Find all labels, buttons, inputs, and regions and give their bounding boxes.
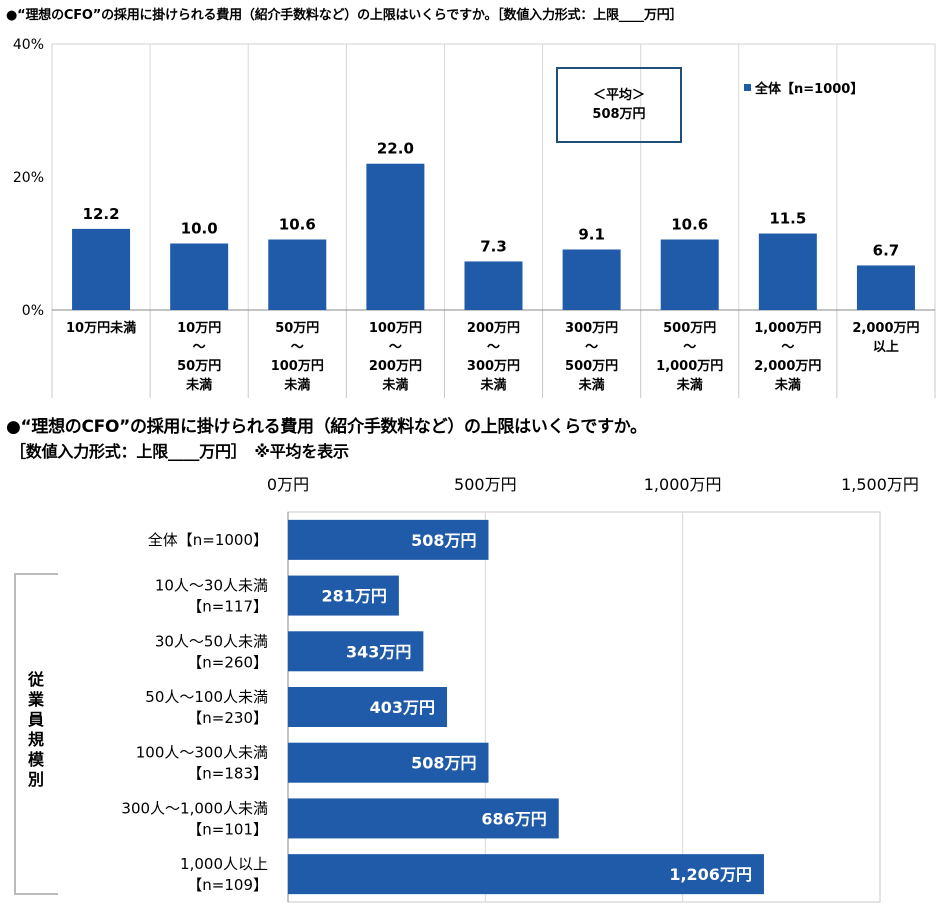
- category-label: 全体【n=1000】: [148, 531, 268, 549]
- category-label: 300人～1,000人未満: [121, 799, 268, 817]
- category-label: 10人～30人未満: [155, 577, 268, 595]
- hbar-value-label: 343万円: [346, 642, 411, 661]
- category-label: 1,000人以上: [180, 855, 268, 873]
- hbar-value-label: 686万円: [481, 809, 546, 828]
- group-label-char: 規: [24, 730, 48, 750]
- group-label: 従業員規模別: [24, 670, 48, 790]
- category-label: 【n=230】: [187, 709, 268, 727]
- hbar-value-label: 403万円: [370, 698, 435, 717]
- category-label: 【n=117】: [187, 598, 268, 616]
- group-label-char: 員: [24, 710, 48, 730]
- x-tick-label: 1,500万円: [841, 475, 919, 494]
- group-label-char: 従: [24, 670, 48, 690]
- category-label: 30人～50人未満: [155, 632, 268, 650]
- category-label: 【n=183】: [187, 765, 268, 783]
- group-label-char: 別: [24, 770, 48, 790]
- category-label: 【n=260】: [187, 653, 268, 671]
- x-tick-label: 500万円: [454, 475, 517, 494]
- x-tick-label: 1,000万円: [644, 475, 722, 494]
- group-label-char: 業: [24, 690, 48, 710]
- hbar-value-label: 1,206万円: [669, 865, 752, 884]
- hbar-value-label: 508万円: [411, 754, 476, 773]
- category-label: 100人～300人未満: [136, 744, 268, 762]
- x-tick-label: 0万円: [267, 475, 309, 494]
- group-label-char: 模: [24, 750, 48, 770]
- hbar-value-label: 281万円: [321, 587, 386, 606]
- category-label: 【n=101】: [187, 820, 268, 838]
- hbar-value-label: 508万円: [411, 531, 476, 550]
- category-label: 【n=109】: [187, 876, 268, 894]
- category-label: 50人～100人未満: [145, 688, 268, 706]
